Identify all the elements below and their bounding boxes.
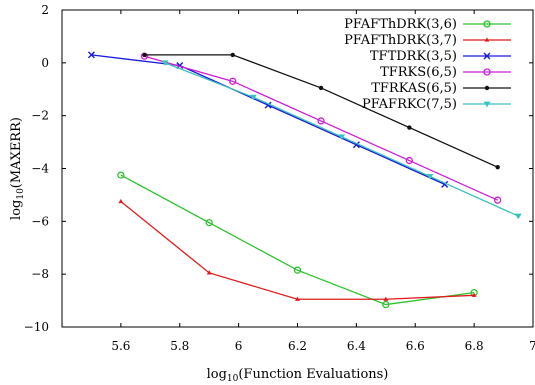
x-tick-label: 6.4: [347, 339, 366, 353]
legend-marker: [484, 85, 490, 91]
legend-label: PFAFThDRK(3,7): [344, 33, 457, 48]
data-point: [249, 94, 257, 101]
y-tick-label: 2: [41, 3, 49, 17]
series-line: [120, 201, 475, 300]
x-tick-label: 7: [529, 339, 535, 353]
x-tick-label: 6.6: [406, 339, 425, 353]
data-point: [206, 270, 212, 275]
y-tick-label: 0: [41, 56, 49, 70]
y-tick-label: −2: [31, 109, 49, 123]
series-line: [120, 174, 475, 306]
data-point: [426, 174, 434, 180]
legend-marker: [483, 101, 491, 108]
series-line: [144, 55, 498, 201]
data-point: [318, 85, 324, 91]
legend-marker: [484, 37, 490, 42]
plot-frame: [61, 9, 534, 328]
data-point: [317, 117, 325, 125]
data-point: [495, 164, 500, 170]
axis-ticks: 5.6 5.8 6 6.2 6.4 6.6 6.8 7 −10 −8 −6 −4 −2 0 2: [24, 3, 535, 353]
data-point: [117, 171, 125, 179]
x-tick-label: 6: [235, 339, 243, 353]
legend-label: TFRKAS(6,5): [371, 81, 457, 96]
legend-marker: [483, 52, 491, 60]
y-axis-label: log10(MAXERR): [9, 117, 26, 220]
data-point: [293, 266, 302, 274]
plot-marks: [87, 51, 522, 309]
data-point: [382, 300, 390, 309]
data-point: [295, 296, 300, 301]
data-point: [383, 296, 389, 301]
y-tick-label: −8: [31, 267, 49, 281]
y-tick-label: −4: [31, 162, 49, 176]
data-point: [87, 51, 95, 59]
data-point: [229, 77, 237, 85]
data-point: [405, 156, 414, 165]
x-tick-label: 5.8: [170, 339, 189, 353]
y-tick-label: −10: [24, 320, 49, 334]
data-point: [230, 52, 235, 58]
data-point: [118, 198, 124, 204]
data-point: [494, 196, 502, 204]
series-4: [142, 52, 500, 170]
x-tick-label: 6.8: [465, 339, 484, 353]
y-tick-label: −6: [31, 214, 49, 228]
series-5: [161, 60, 522, 220]
x-axis-label: log10(Function Evaluations): [207, 367, 389, 384]
legend-label: PFAFRKC(7,5): [362, 97, 457, 112]
data-point: [338, 134, 346, 140]
legend-label: PFAFThDRK(3,6): [344, 17, 457, 32]
legend-label: TFRKS(6,5): [380, 65, 457, 80]
data-point: [205, 219, 213, 227]
data-point: [514, 213, 522, 220]
series-1: [118, 198, 477, 301]
legend-marker: [483, 20, 491, 28]
data-point: [407, 125, 412, 130]
legend-marker: [483, 68, 491, 76]
data-point: [142, 52, 147, 58]
x-tick-label: 5.6: [111, 339, 130, 353]
data-point: [161, 60, 169, 67]
data-point: [471, 292, 477, 297]
legend: PFAFThDRK(3,6)PFAFThDRK(3,7)TFTDRK(3,5)T…: [344, 17, 511, 112]
legend-label: TFTDRK(3,5): [370, 49, 457, 64]
series-0: [117, 171, 478, 309]
x-tick-label: 6.2: [288, 339, 307, 353]
